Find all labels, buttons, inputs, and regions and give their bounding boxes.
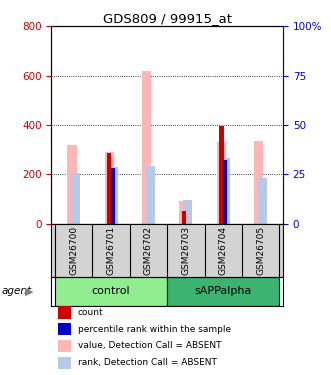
Text: GSM26704: GSM26704 bbox=[219, 226, 228, 274]
Text: rank, Detection Call = ABSENT: rank, Detection Call = ABSENT bbox=[78, 358, 217, 367]
Text: agent: agent bbox=[2, 286, 32, 296]
Bar bbox=[167, 276, 279, 306]
Bar bbox=[220, 158, 230, 224]
Bar bbox=[55, 276, 167, 306]
Bar bbox=[71, 173, 80, 223]
Bar bbox=[142, 70, 151, 224]
Bar bbox=[146, 166, 155, 224]
Bar bbox=[179, 201, 189, 223]
Title: GDS809 / 99915_at: GDS809 / 99915_at bbox=[103, 12, 232, 25]
Bar bbox=[107, 153, 112, 224]
Text: GSM26703: GSM26703 bbox=[181, 225, 190, 274]
Text: count: count bbox=[78, 308, 104, 317]
Bar bbox=[105, 152, 114, 224]
Bar bbox=[58, 357, 71, 369]
Bar bbox=[67, 145, 76, 224]
Bar bbox=[58, 306, 71, 318]
Bar bbox=[258, 178, 267, 224]
Text: sAPPalpha: sAPPalpha bbox=[195, 286, 252, 296]
Text: GSM26701: GSM26701 bbox=[107, 225, 116, 274]
Bar bbox=[217, 142, 226, 224]
Bar bbox=[254, 141, 263, 224]
Bar bbox=[58, 340, 71, 352]
Text: ▶: ▶ bbox=[25, 286, 33, 296]
Bar bbox=[58, 323, 71, 335]
Text: value, Detection Call = ABSENT: value, Detection Call = ABSENT bbox=[78, 342, 221, 351]
Text: GSM26705: GSM26705 bbox=[256, 225, 265, 274]
Text: GSM26702: GSM26702 bbox=[144, 226, 153, 274]
Text: GSM26700: GSM26700 bbox=[69, 225, 78, 274]
Bar bbox=[108, 167, 118, 224]
Bar bbox=[111, 168, 115, 224]
Bar bbox=[219, 126, 223, 224]
Text: control: control bbox=[92, 286, 130, 296]
Text: percentile rank within the sample: percentile rank within the sample bbox=[78, 325, 231, 334]
Bar bbox=[223, 160, 227, 224]
Bar bbox=[182, 211, 186, 223]
Bar bbox=[183, 200, 192, 223]
